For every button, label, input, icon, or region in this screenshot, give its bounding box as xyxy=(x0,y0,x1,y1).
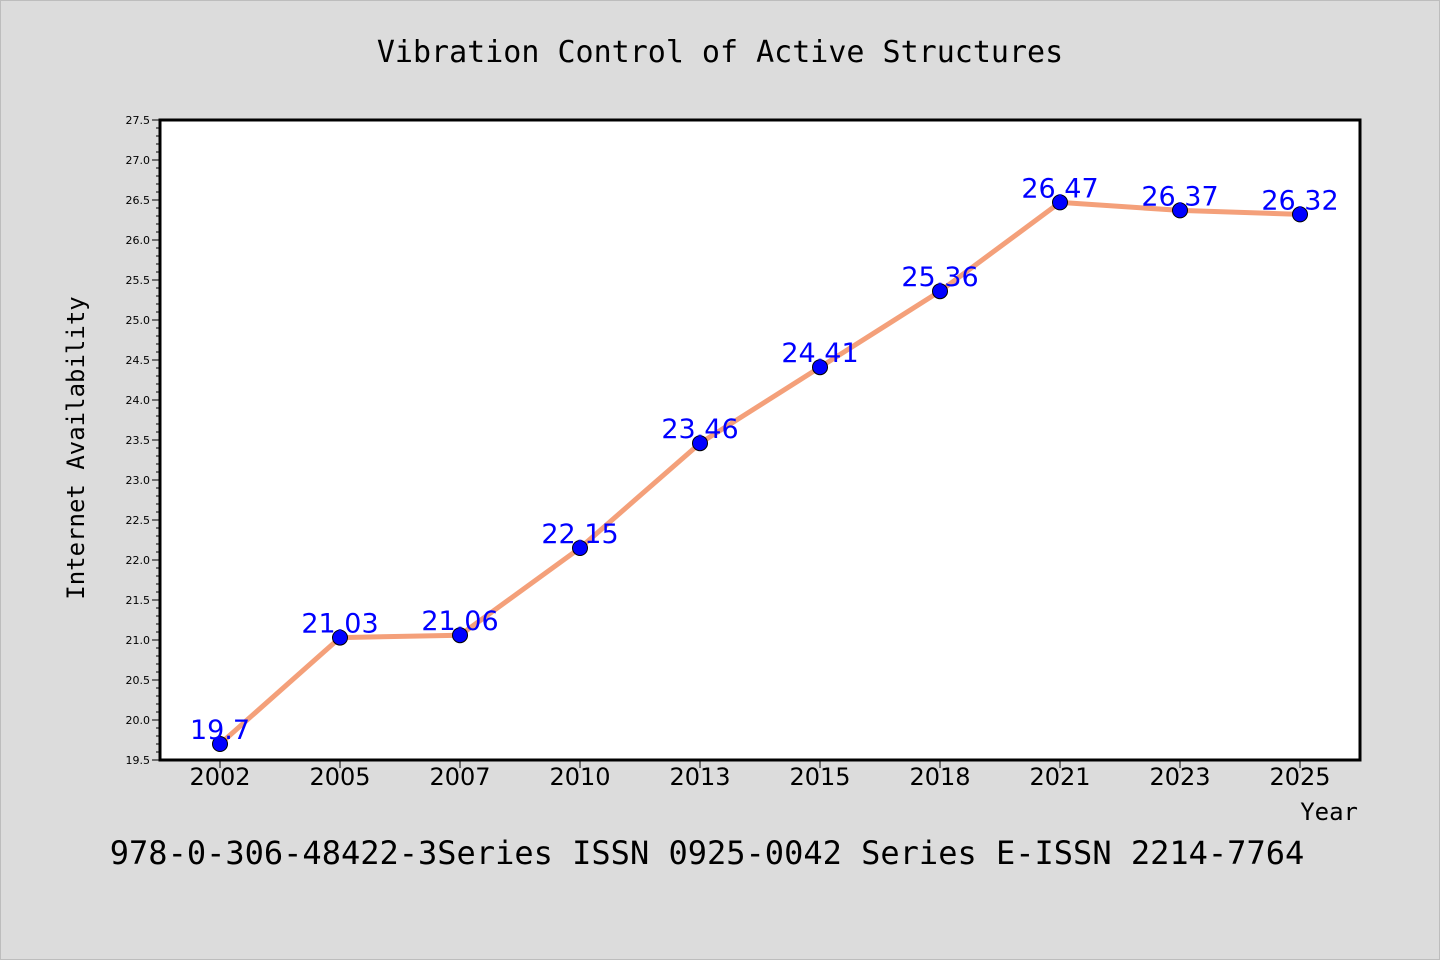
data-label: 26.47 xyxy=(1021,173,1098,204)
series-line-group xyxy=(217,199,1303,747)
data-point xyxy=(212,736,228,752)
x-tick-label: 2015 xyxy=(789,763,850,791)
series-line xyxy=(217,199,1303,747)
y-tick-label: 26.0 xyxy=(126,234,151,247)
data-label: 25.36 xyxy=(901,262,978,293)
data-label: 26.32 xyxy=(1261,185,1338,216)
series-markers xyxy=(212,194,1308,752)
x-tick-label: 2005 xyxy=(309,763,370,791)
data-point xyxy=(692,435,708,452)
y-tick-label: 26.5 xyxy=(126,194,151,207)
y-tick-label: 22.5 xyxy=(126,514,151,527)
x-tick-label: 2002 xyxy=(189,763,250,791)
x-tick-label: 2025 xyxy=(1269,763,1330,791)
y-tick-label: 21.5 xyxy=(126,594,151,607)
data-label: 21.06 xyxy=(421,606,498,637)
y-tick-label: 20.0 xyxy=(126,714,151,727)
plot-area xyxy=(158,118,1362,762)
y-axis-label: Internet Availability xyxy=(62,296,90,599)
y-tick-label: 27.0 xyxy=(126,154,151,167)
x-tick-label: 2018 xyxy=(909,763,970,791)
x-tick-label: 2010 xyxy=(549,763,610,791)
data-label: 21.03 xyxy=(301,609,378,640)
y-tick-label: 23.5 xyxy=(126,434,151,447)
y-tick-label: 24.5 xyxy=(126,354,151,367)
x-tick-label: 2021 xyxy=(1029,763,1090,791)
data-label: 24.41 xyxy=(781,338,858,369)
x-axis-ticks xyxy=(219,760,1301,768)
data-point xyxy=(932,283,948,300)
data-point xyxy=(332,629,348,646)
footer-text: 978-0-306-48422-3Series ISSN 0925-0042 S… xyxy=(110,834,1304,872)
y-tick-label: 25.0 xyxy=(126,314,151,327)
y-axis-ticks xyxy=(152,119,160,761)
data-label: 26.37 xyxy=(1141,181,1218,212)
data-label: 19.7 xyxy=(190,715,250,746)
y-tick-label: 20.5 xyxy=(126,674,151,687)
y-tick-label: 27.5 xyxy=(126,114,151,127)
x-tick-label: 2023 xyxy=(1149,763,1210,791)
data-labels: 19.7 21.03 21.06 22.15 23.46 24.41 25.36 26.47 2… xyxy=(190,173,1339,746)
x-tick-label: 2007 xyxy=(429,763,490,791)
y-tick-label: 22.0 xyxy=(126,554,151,567)
data-label: 23.46 xyxy=(661,414,738,445)
data-point xyxy=(1292,206,1308,223)
y-tick-label: 25.5 xyxy=(126,274,151,287)
y-axis-tick-labels: 19.5 20.0 20.5 21.0 21.5 22.0 22.5 23.0 23.5 24.0… xyxy=(126,114,151,767)
y-tick-label: 24.0 xyxy=(126,394,151,407)
data-point xyxy=(452,627,468,644)
data-point xyxy=(812,359,828,376)
data-point xyxy=(572,540,588,556)
data-label: 22.15 xyxy=(541,519,618,550)
x-axis-label: Year xyxy=(1300,798,1358,826)
y-tick-label: 19.5 xyxy=(126,754,151,767)
y-tick-label: 21.0 xyxy=(126,634,151,647)
data-point xyxy=(1172,202,1188,219)
y-tick-label: 23.0 xyxy=(126,474,151,487)
chart-title: Vibration Control of Active Structures xyxy=(377,35,1063,70)
x-tick-label: 2013 xyxy=(669,763,730,791)
data-point xyxy=(1052,194,1068,211)
x-axis-tick-labels: 2002 2005 2007 2010 2013 2015 2018 2021 2023 2025 xyxy=(189,763,1330,791)
